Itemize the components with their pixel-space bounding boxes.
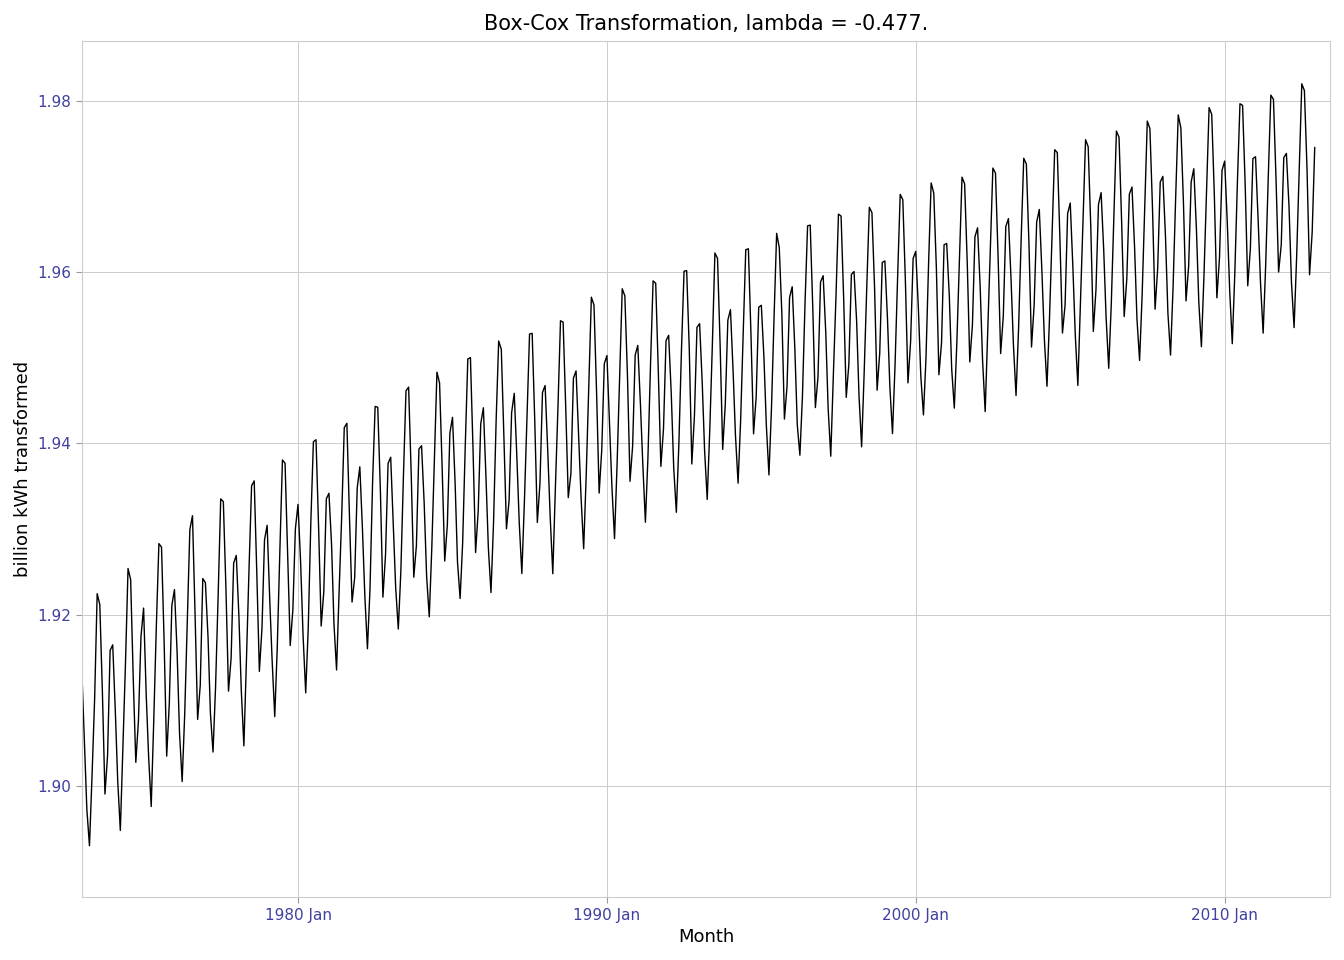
- Y-axis label: billion kWh transformed: billion kWh transformed: [13, 361, 32, 577]
- Title: Box-Cox Transformation, lambda = -0.477.: Box-Cox Transformation, lambda = -0.477.: [484, 13, 929, 34]
- X-axis label: Month: Month: [677, 928, 734, 947]
